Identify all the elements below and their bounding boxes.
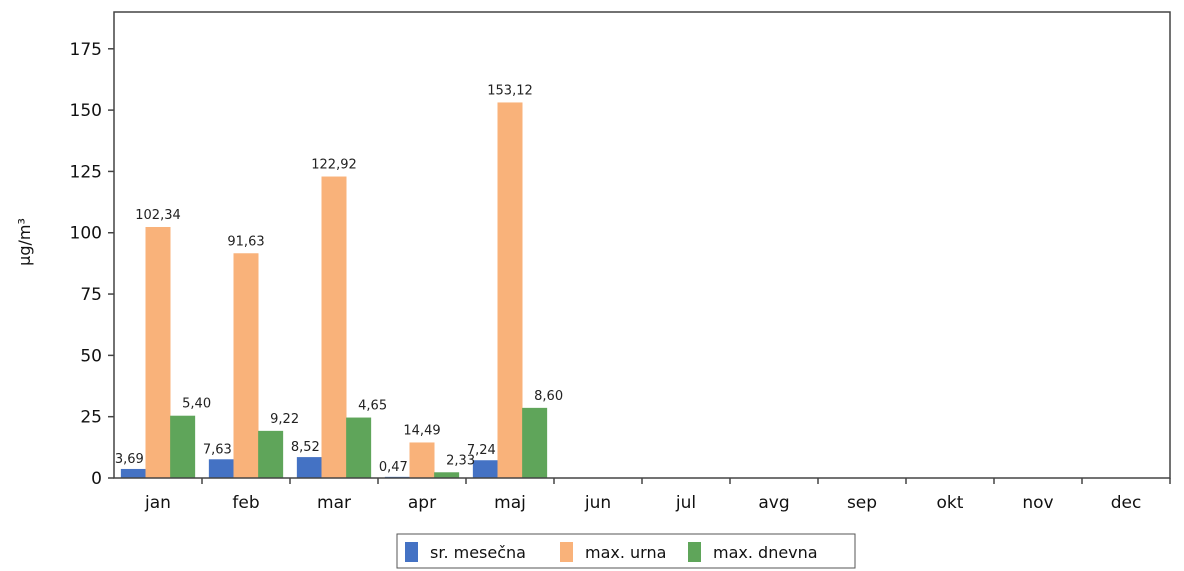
data-label: 4,65 <box>358 399 387 414</box>
bar-jan-series-2 <box>145 226 171 478</box>
x-axis: jan feb mar apr maj jun jul avg sep okt nov dec <box>144 478 1171 513</box>
legend-swatch <box>688 542 701 562</box>
legend-entry: max. urna <box>585 543 666 562</box>
bar-mar-series-3 <box>346 417 372 478</box>
data-label: 5,40 <box>182 397 211 412</box>
x-tick-label: feb <box>232 493 259 513</box>
data-label: 3,69 <box>115 452 144 467</box>
y-tick-label: 100 <box>70 224 102 244</box>
legend-entry: sr. mesečna <box>430 543 526 562</box>
x-tick-label: mar <box>317 493 351 513</box>
data-label: 91,63 <box>227 234 264 249</box>
bar-maj-series-3 <box>522 407 548 478</box>
data-label: 7,63 <box>203 442 232 457</box>
data-label: 122,92 <box>311 158 357 173</box>
legend-frame <box>396 533 856 569</box>
data-label: 14,49 <box>403 423 440 438</box>
legend-swatch <box>405 542 418 562</box>
data-label: 7,24 <box>467 443 496 458</box>
x-tick-label: jul <box>675 493 696 513</box>
y-tick-label: 150 <box>70 101 102 121</box>
y-tick-label: 75 <box>80 285 102 305</box>
x-tick-label: avg <box>758 493 789 513</box>
bar-jan-series-1 <box>120 468 146 478</box>
y-tick-label: 50 <box>80 346 102 366</box>
data-label: 9,22 <box>270 412 299 427</box>
bars <box>120 102 548 478</box>
y-tick-label: 175 <box>70 40 102 60</box>
bar-maj-series-1 <box>472 460 498 478</box>
y-axis: 0 25 50 75 100 125 150 175 <box>70 40 114 489</box>
x-tick-label: sep <box>847 493 877 513</box>
legend-swatch <box>560 542 573 562</box>
x-tick-label: maj <box>494 493 526 513</box>
x-tick-label: jun <box>584 493 611 513</box>
data-label: 0,47 <box>379 460 408 475</box>
data-label: 8,52 <box>291 440 320 455</box>
x-tick-label: okt <box>937 493 964 513</box>
y-axis-label: µg/m³ <box>15 218 34 266</box>
bar-feb-series-1 <box>208 459 234 478</box>
data-labels: 3,69 7,63 8,52 0,47 7,24 102,34 91,63 122,92 14,… <box>115 83 563 474</box>
data-label: 2,33 <box>446 453 475 468</box>
legend: sr. mesečna max. urna max. dnevna <box>396 533 856 569</box>
y-tick-label: 25 <box>80 408 102 428</box>
plot-area-frame <box>113 11 1171 479</box>
y-tick-label: 0 <box>91 469 102 489</box>
x-tick-label: dec <box>1111 493 1142 513</box>
data-label: 153,12 <box>487 83 533 98</box>
bar-apr-series-2 <box>409 442 435 478</box>
bar-feb-series-2 <box>233 253 259 478</box>
bar-feb-series-3 <box>258 430 284 478</box>
bar-apr-series-3 <box>434 472 460 478</box>
data-label: 8,60 <box>534 389 563 404</box>
data-label: 102,34 <box>135 208 181 223</box>
bar-mar-series-2 <box>321 176 347 478</box>
x-tick-label: apr <box>408 493 436 513</box>
legend-entry: max. dnevna <box>713 543 818 562</box>
bar-maj-series-2 <box>497 102 523 478</box>
x-tick-label: jan <box>144 493 171 513</box>
bar-mar-series-1 <box>296 457 322 478</box>
bar-jan-series-3 <box>170 415 196 478</box>
y-tick-label: 125 <box>70 162 102 182</box>
x-tick-label: nov <box>1022 493 1053 513</box>
